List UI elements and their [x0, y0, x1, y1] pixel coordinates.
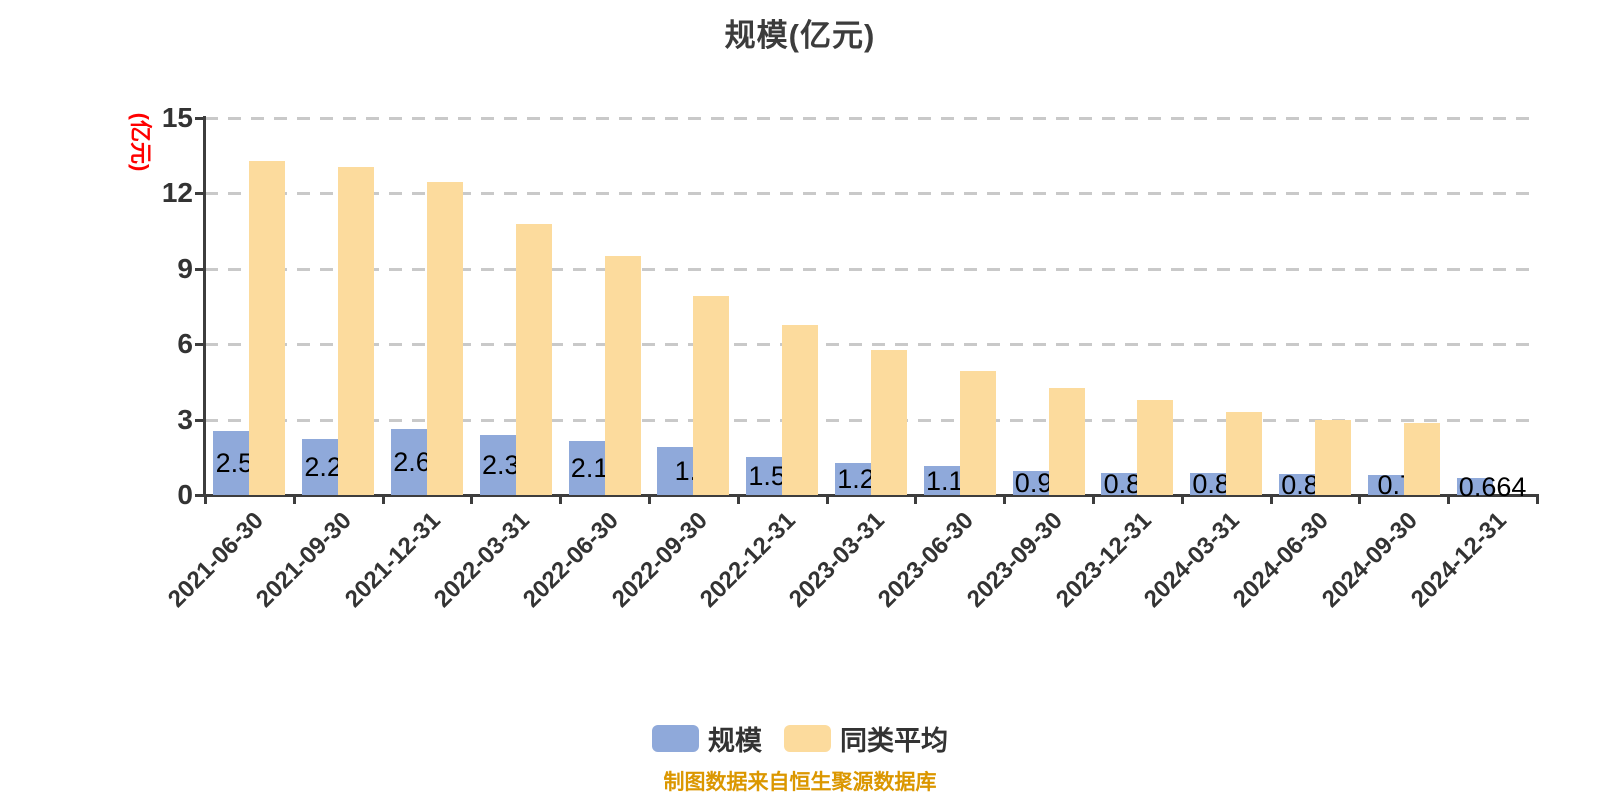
- y-axis-tick-label: 15: [161, 102, 193, 133]
- x-axis-tick: [204, 495, 207, 504]
- x-axis-tick: [1447, 495, 1451, 504]
- bar-scale[interactable]: [835, 463, 871, 495]
- y-gridline: [205, 117, 1537, 120]
- x-axis-tick: [381, 495, 385, 504]
- y-gridline: [205, 343, 1537, 347]
- bar-scale[interactable]: [479, 435, 516, 495]
- x-axis-date-text: 2023-12-31: [1050, 507, 1157, 613]
- x-axis-date-text: 2022-09-30: [606, 507, 713, 613]
- x-axis-tick: [470, 495, 474, 504]
- y-axis-tick: [195, 494, 204, 497]
- bar-peer-average[interactable]: [871, 350, 907, 495]
- y-axis-tick-label: 3: [177, 403, 193, 435]
- x-axis-tick: [1536, 495, 1539, 504]
- x-axis-date-text: 2021-06-30: [162, 507, 269, 613]
- x-axis-date-text: 2021-12-31: [340, 507, 447, 613]
- x-axis-tick: [1092, 495, 1095, 504]
- bar-scale[interactable]: [1012, 470, 1049, 495]
- bar-peer-average[interactable]: [604, 256, 641, 495]
- bar-peer-average[interactable]: [515, 223, 552, 495]
- bar-scale[interactable]: [1456, 478, 1493, 495]
- y-axis-tick: [195, 418, 204, 422]
- bar-peer-average[interactable]: [338, 167, 375, 495]
- y-axis-tick: [195, 343, 204, 347]
- bar-peer-average[interactable]: [427, 182, 463, 495]
- bar-scale[interactable]: [746, 457, 783, 495]
- x-axis-tick: [559, 495, 563, 504]
- x-axis-date-text: 2021-09-30: [251, 507, 358, 613]
- bar-peer-average[interactable]: [782, 325, 819, 495]
- x-axis-tick: [1003, 495, 1007, 504]
- y-axis-tick: [195, 117, 204, 120]
- footer-source-note: 制图数据来自恒生聚源数据库: [663, 771, 937, 794]
- y-axis-tick-label: 12: [161, 177, 193, 209]
- bar-peer-average[interactable]: [1315, 420, 1351, 495]
- x-axis-tick: [825, 495, 829, 504]
- bar-scale[interactable]: [1190, 473, 1227, 495]
- x-axis-tick: [736, 495, 740, 504]
- x-axis-date-text: 2022-03-31: [428, 507, 535, 613]
- x-axis-tick: [292, 495, 296, 504]
- bar-scale[interactable]: [1367, 475, 1404, 495]
- x-axis-tick: [648, 495, 651, 504]
- x-axis-date-text: 2023-09-30: [961, 507, 1068, 613]
- bar-scale[interactable]: [1101, 472, 1138, 495]
- x-axis-tick: [1358, 495, 1362, 504]
- x-axis-tick: [914, 495, 918, 504]
- y-gridline: [205, 267, 1537, 271]
- legend-swatch-scale: [652, 725, 699, 752]
- bar-peer-average[interactable]: [1403, 423, 1440, 495]
- bar-scale[interactable]: [302, 439, 339, 495]
- bar-peer-average[interactable]: [1226, 412, 1263, 495]
- bar-peer-average[interactable]: [1048, 387, 1085, 495]
- bar-peer-average[interactable]: [959, 370, 996, 495]
- bar-scale[interactable]: [391, 429, 427, 495]
- y-axis-tick: [195, 267, 204, 271]
- legend-swatch-peer-average: [784, 725, 831, 752]
- x-axis-date-text: 2023-03-31: [784, 507, 891, 613]
- bar-scale[interactable]: [568, 440, 605, 495]
- legend-item-scale[interactable]: 规模: [652, 719, 762, 758]
- bar-value-label: 0.664: [1458, 471, 1527, 502]
- x-axis-date-text: 2024-03-31: [1139, 507, 1246, 613]
- bar-scale[interactable]: [923, 466, 960, 495]
- bar-peer-average[interactable]: [1137, 399, 1174, 495]
- legend: 规模 同类平均: [0, 719, 1600, 758]
- chart-title: 规模(亿元): [724, 18, 876, 53]
- y-axis-tick-label: 9: [177, 252, 193, 284]
- bar-peer-average[interactable]: [693, 296, 730, 495]
- y-gridline: [205, 192, 1537, 196]
- legend-label-peer-average: 同类平均: [840, 726, 948, 756]
- bar-scale[interactable]: [213, 431, 250, 495]
- x-axis-date-text: 2024-06-30: [1228, 507, 1335, 613]
- x-axis-date-text: 2023-06-30: [872, 507, 979, 613]
- x-axis-line: [203, 494, 1539, 497]
- x-axis-tick: [1180, 495, 1184, 504]
- y-axis-tick-label: 6: [177, 328, 193, 360]
- x-axis-date-text: 2022-06-30: [517, 507, 624, 613]
- y-axis-line: [203, 116, 206, 497]
- x-axis-date-text: 2022-12-31: [695, 507, 802, 613]
- x-axis-date-text: 2024-09-30: [1316, 507, 1423, 613]
- bar-scale[interactable]: [1279, 474, 1315, 495]
- legend-label-scale: 规模: [708, 726, 762, 756]
- y-axis-tick: [195, 192, 204, 196]
- x-axis-date-text: 2024-12-31: [1405, 507, 1512, 613]
- bar-scale[interactable]: [657, 447, 694, 495]
- x-axis-tick: [1269, 495, 1273, 504]
- legend-item-peer-average[interactable]: 同类平均: [784, 719, 948, 758]
- bar-peer-average[interactable]: [249, 160, 286, 495]
- y-axis-tick-label: 0: [177, 479, 193, 510]
